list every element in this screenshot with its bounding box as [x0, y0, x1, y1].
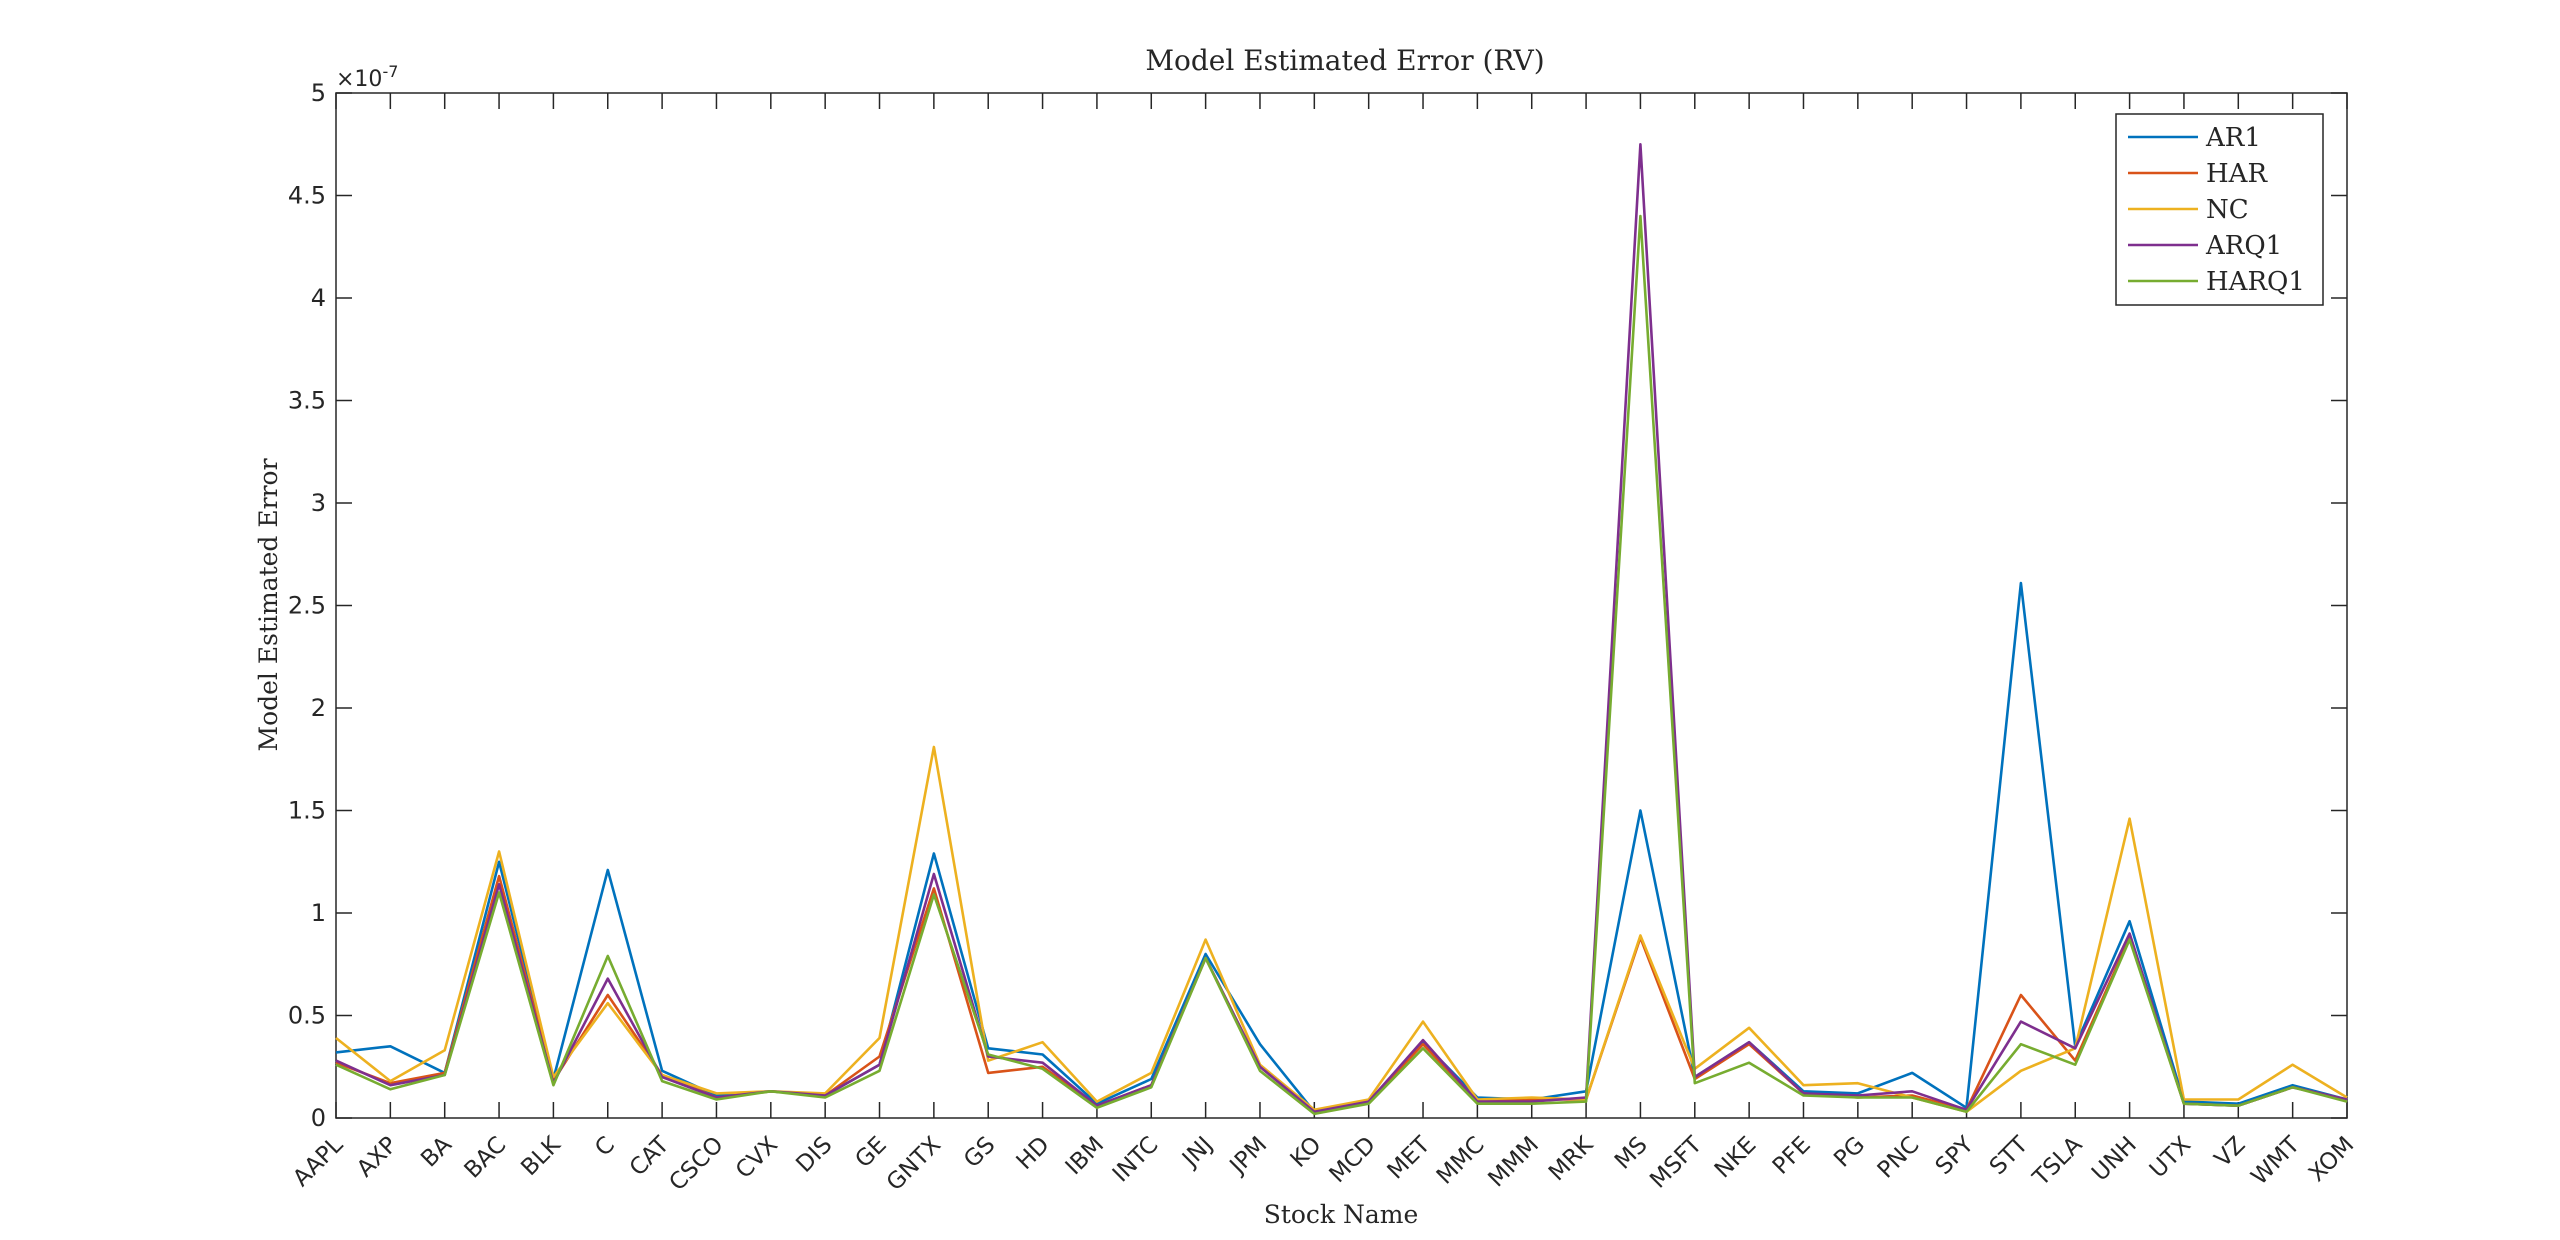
x-tick-label: PNC — [1873, 1132, 1925, 1184]
y-axis: 0 0.5 1 1.5 2 2.5 3 3.5 4 4.5 5 — [288, 79, 2347, 1132]
x-tick-label: MRK — [1544, 1131, 1599, 1186]
legend-label-arq1: ARQ1 — [2205, 231, 2282, 261]
y-tick-label: 3 — [311, 489, 326, 517]
x-tick-label: XOM — [2304, 1132, 2359, 1187]
legend-label-harq1: HARQ1 — [2206, 267, 2305, 297]
series-line-har — [335, 874, 2348, 1114]
x-tick-label: AXP — [352, 1132, 403, 1183]
x-tick-label: NKE — [1710, 1132, 1761, 1183]
series-line-nc — [335, 745, 2348, 1114]
x-tick-label: UNH — [2087, 1132, 2142, 1187]
x-tick-label: STT — [1985, 1131, 2034, 1180]
x-tick-label: VZ — [2210, 1132, 2251, 1173]
y-tick-label: 5 — [311, 79, 326, 107]
x-tick-label: MSFT — [1645, 1131, 1707, 1193]
y-tick-label: 0.5 — [288, 1002, 326, 1030]
x-tick-label: UTX — [2145, 1132, 2197, 1184]
plot-area — [335, 92, 2348, 1119]
x-tick-label: GE — [850, 1132, 891, 1173]
x-tick-label: PG — [1829, 1132, 1870, 1173]
y-axis-label: Model Estimated Error — [254, 458, 283, 751]
chart-title: Model Estimated Error (RV) — [1145, 44, 1544, 77]
legend: AR1 HAR NC ARQ1 HARQ1 — [2115, 113, 2324, 306]
x-tick-label: AAPL — [288, 1132, 348, 1192]
series-line-harq1 — [335, 214, 2348, 1116]
x-tick-label: BLK — [516, 1131, 566, 1181]
legend-label-har: HAR — [2206, 159, 2268, 189]
series-line-arq1 — [335, 143, 2348, 1114]
x-tick-label: GNTX — [882, 1132, 946, 1196]
x-tick-label: JNJ — [1176, 1132, 1218, 1174]
x-tick-label: SPY — [1931, 1131, 1980, 1180]
y-tick-label: 4.5 — [288, 182, 326, 210]
x-tick-label: MCD — [1325, 1132, 1381, 1188]
y-tick-label: 0 — [311, 1104, 326, 1132]
x-tick-label: HD — [1012, 1132, 1055, 1175]
x-tick-label: MET — [1383, 1131, 1436, 1184]
x-tick-label: KO — [1286, 1132, 1327, 1173]
x-tick-label: GS — [959, 1132, 1000, 1173]
y-tick-label: 4 — [311, 284, 326, 312]
x-tick-label: IBM — [1061, 1132, 1109, 1180]
x-tick-label: MMM — [1483, 1132, 1543, 1192]
y-tick-label: 3.5 — [288, 387, 326, 415]
x-tick-label: TSLA — [2028, 1132, 2088, 1192]
legend-label-nc: NC — [2206, 195, 2249, 225]
x-tick-label: CSCO — [664, 1132, 728, 1196]
x-tick-label: BAC — [460, 1132, 512, 1184]
x-axis-label: Stock Name — [1264, 1200, 1419, 1229]
y-tick-label: 2 — [311, 694, 326, 722]
x-tick-label: INTC — [1108, 1132, 1164, 1188]
y-tick-label: 1 — [311, 899, 326, 927]
legend-label-ar1: AR1 — [2205, 123, 2261, 153]
x-tick-label: C — [590, 1132, 620, 1162]
x-tick-label: WMT — [2246, 1131, 2305, 1190]
x-tick-label: MS — [1610, 1132, 1653, 1175]
y-exponent-label: ×10-7 — [336, 62, 398, 92]
x-tick-label: MMC — [1432, 1132, 1490, 1190]
x-tick-label: BA — [416, 1132, 457, 1173]
y-tick-label: 1.5 — [288, 797, 326, 825]
x-tick-label: PFE — [1768, 1132, 1816, 1180]
y-tick-label: 2.5 — [288, 592, 326, 620]
x-tick-label: JPM — [1224, 1132, 1272, 1180]
x-tick-label: DIS — [791, 1132, 837, 1178]
series-group — [335, 143, 2348, 1116]
x-tick-label: CVX — [731, 1132, 783, 1184]
